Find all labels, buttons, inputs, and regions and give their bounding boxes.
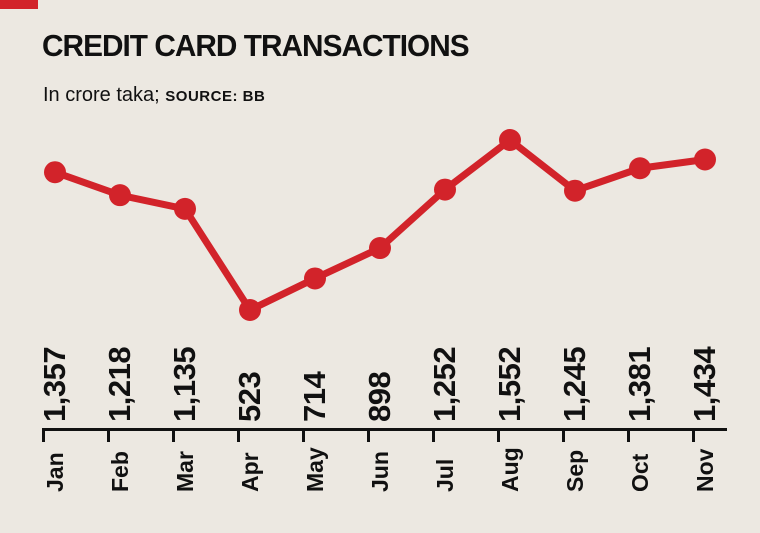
x-axis-tick-nov [692, 428, 695, 442]
data-point-apr [239, 299, 261, 321]
x-axis-tick-feb [107, 428, 110, 442]
month-label-jun: Jun [367, 451, 393, 492]
x-axis-tick-jul [432, 428, 435, 442]
data-point-sep [564, 179, 586, 202]
data-point-jul [434, 178, 456, 201]
month-label-oct: Oct [627, 453, 653, 492]
month-label-aug: Aug [497, 447, 523, 492]
chart-title: CREDIT CARD TRANSACTIONS [42, 28, 470, 63]
x-axis-tick-aug [497, 428, 500, 442]
x-axis-tick-apr [237, 428, 240, 442]
value-label-jun: 898 [362, 371, 397, 422]
x-axis-tick-jan [42, 428, 45, 442]
x-axis-tick-jun [367, 428, 370, 442]
data-point-jun [369, 237, 391, 260]
month-label-mar: Mar [172, 451, 198, 492]
x-axis-tick-may [302, 428, 305, 442]
value-label-mar: 1,135 [167, 346, 202, 422]
value-label-jan: 1,357 [37, 346, 72, 422]
value-label-jul: 1,252 [427, 346, 462, 422]
month-label-jul: Jul [432, 458, 458, 492]
x-axis-tick-sep [562, 428, 565, 442]
x-axis-tick-mar [172, 428, 175, 442]
month-label-sep: Sep [562, 449, 588, 492]
month-label-feb: Feb [107, 451, 133, 492]
value-label-nov: 1,434 [687, 346, 722, 422]
data-point-mar [174, 197, 196, 220]
month-label-jan: Jan [42, 452, 68, 492]
red-corner-tab [0, 0, 38, 9]
chart-subtitle: In crore taka; SOURCE: BB [43, 84, 265, 107]
month-label-nov: Nov [692, 448, 718, 492]
subtitle-unit: In crore taka; [43, 84, 160, 106]
value-label-sep: 1,245 [557, 346, 592, 422]
month-label-apr: Apr [237, 452, 263, 492]
subtitle-source: SOURCE: BB [165, 88, 266, 105]
data-point-nov [694, 148, 716, 171]
data-point-oct [629, 157, 651, 180]
value-label-aug: 1,552 [492, 346, 527, 422]
data-point-feb [109, 184, 131, 207]
value-label-feb: 1,218 [102, 346, 137, 422]
x-axis-tick-oct [627, 428, 630, 442]
data-point-jan [44, 161, 66, 184]
x-axis-line [42, 428, 727, 431]
month-label-may: May [302, 447, 328, 492]
data-point-may [304, 267, 326, 290]
value-label-apr: 523 [232, 371, 267, 422]
value-label-may: 714 [297, 371, 332, 422]
data-point-aug [499, 129, 521, 151]
series-line [51, 136, 709, 314]
value-label-oct: 1,381 [622, 346, 657, 422]
